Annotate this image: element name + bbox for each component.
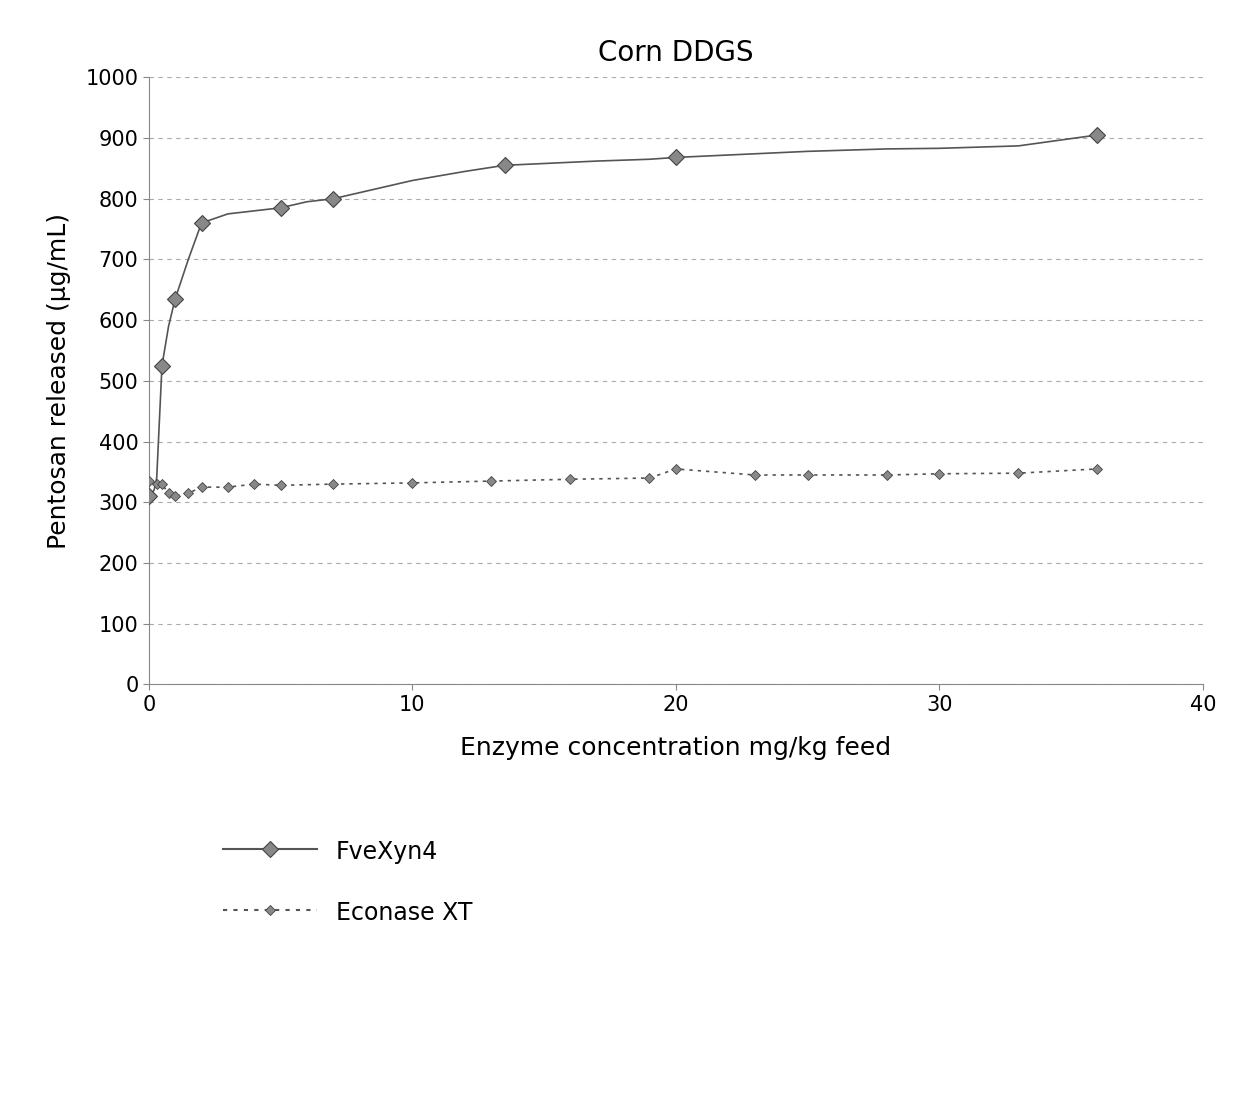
Econase XT [181,487,196,500]
Econase XT [404,476,419,489]
Econase XT [161,487,176,500]
Econase XT [193,480,208,493]
Econase XT [326,477,341,490]
FveXyn4 [141,490,156,503]
Econase XT [141,475,156,488]
Econase XT [484,475,498,488]
FveXyn4 [167,293,182,306]
Econase XT [247,477,262,490]
FveXyn4 [155,359,170,372]
Econase XT [1090,463,1105,476]
Econase XT [879,468,894,481]
Econase XT [221,480,236,493]
Econase XT [167,490,182,503]
Legend: FveXyn4, Econase XT: FveXyn4, Econase XT [213,830,482,934]
Econase XT [932,467,947,480]
FveXyn4 [273,201,288,214]
Line: Econase XT: Econase XT [145,466,1101,500]
Econase XT [668,463,683,476]
Title: Corn DDGS: Corn DDGS [598,39,754,66]
FveXyn4 [193,216,208,230]
Y-axis label: Pentosan released (µg/mL): Pentosan released (µg/mL) [47,213,72,549]
FveXyn4 [497,159,512,172]
Econase XT [800,468,815,481]
Econase XT [149,477,164,490]
Econase XT [748,468,763,481]
Econase XT [642,471,657,485]
Econase XT [155,477,170,490]
Econase XT [273,479,288,492]
FveXyn4 [1090,128,1105,141]
FveXyn4 [668,151,683,164]
X-axis label: Enzyme concentration mg/kg feed: Enzyme concentration mg/kg feed [460,735,892,760]
Econase XT [563,473,578,486]
FveXyn4 [326,192,341,205]
Econase XT [1011,467,1025,480]
Line: FveXyn4: FveXyn4 [144,129,1102,502]
